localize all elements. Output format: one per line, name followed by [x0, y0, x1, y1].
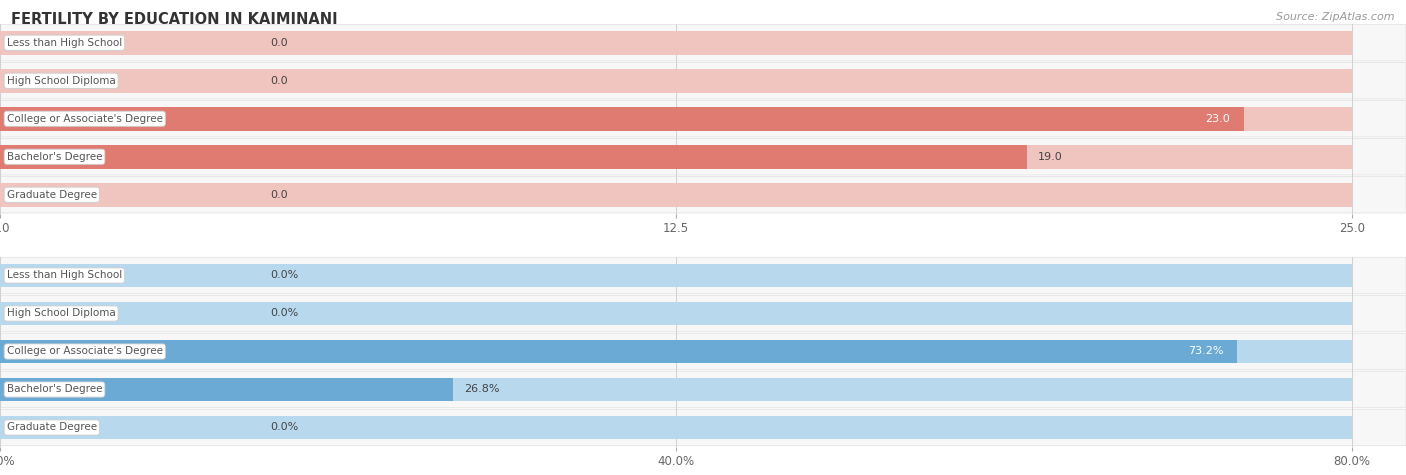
FancyBboxPatch shape — [0, 101, 1406, 137]
Bar — [0, 340, 1237, 363]
FancyBboxPatch shape — [0, 257, 1406, 294]
Text: Less than High School: Less than High School — [7, 270, 122, 281]
Text: 0.0%: 0.0% — [270, 308, 298, 319]
Text: High School Diploma: High School Diploma — [7, 308, 115, 319]
Text: Graduate Degree: Graduate Degree — [7, 422, 97, 433]
Text: Bachelor's Degree: Bachelor's Degree — [7, 384, 103, 395]
Text: Source: ZipAtlas.com: Source: ZipAtlas.com — [1277, 12, 1395, 22]
Text: 0.0: 0.0 — [270, 38, 288, 48]
Bar — [0, 31, 1353, 55]
Text: High School Diploma: High School Diploma — [7, 76, 115, 86]
Text: 73.2%: 73.2% — [1188, 346, 1223, 357]
Bar — [0, 378, 453, 401]
Text: 23.0: 23.0 — [1205, 114, 1230, 124]
Text: FERTILITY BY EDUCATION IN KAIMINANI: FERTILITY BY EDUCATION IN KAIMINANI — [11, 12, 337, 27]
Bar — [0, 340, 1353, 363]
Bar — [0, 302, 1353, 325]
Text: Bachelor's Degree: Bachelor's Degree — [7, 152, 103, 162]
Bar — [0, 107, 1353, 131]
Text: College or Associate's Degree: College or Associate's Degree — [7, 346, 163, 357]
Bar — [0, 416, 1353, 439]
Text: College or Associate's Degree: College or Associate's Degree — [7, 114, 163, 124]
Text: 0.0%: 0.0% — [270, 270, 298, 281]
FancyBboxPatch shape — [0, 409, 1406, 446]
FancyBboxPatch shape — [0, 139, 1406, 175]
FancyBboxPatch shape — [0, 63, 1406, 99]
Text: 0.0: 0.0 — [270, 76, 288, 86]
FancyBboxPatch shape — [0, 177, 1406, 213]
Bar — [0, 145, 1028, 169]
Bar — [0, 378, 1353, 401]
Bar — [0, 107, 1244, 131]
Bar — [0, 69, 1353, 93]
Text: Less than High School: Less than High School — [7, 38, 122, 48]
Bar — [0, 264, 1353, 287]
Bar — [0, 183, 1353, 207]
Text: 26.8%: 26.8% — [464, 384, 499, 395]
FancyBboxPatch shape — [0, 371, 1406, 408]
FancyBboxPatch shape — [0, 25, 1406, 61]
Text: 19.0: 19.0 — [1038, 152, 1063, 162]
FancyBboxPatch shape — [0, 295, 1406, 332]
Bar — [0, 145, 1353, 169]
Text: 0.0: 0.0 — [270, 190, 288, 200]
FancyBboxPatch shape — [0, 333, 1406, 370]
Text: Graduate Degree: Graduate Degree — [7, 190, 97, 200]
Text: 0.0%: 0.0% — [270, 422, 298, 433]
